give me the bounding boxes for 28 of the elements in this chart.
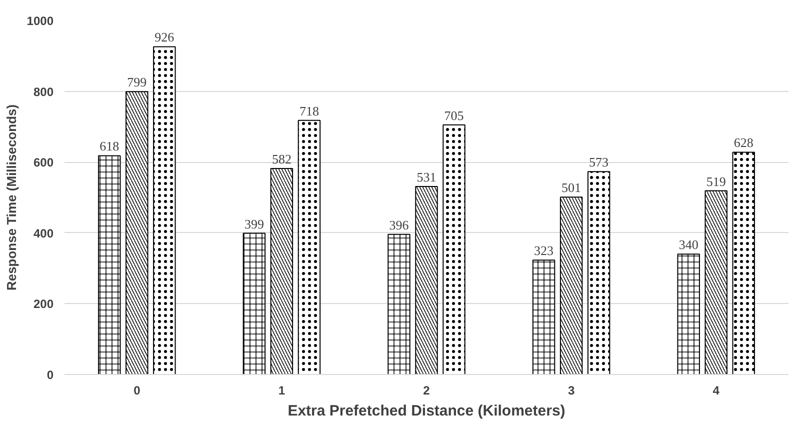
- y-tick-label: 800: [33, 84, 54, 99]
- x-tick-label: 0: [134, 384, 141, 398]
- y-tick-label: 400: [33, 226, 54, 240]
- data-label: 340: [678, 237, 698, 252]
- data-label: 618: [100, 138, 120, 154]
- data-label: 399: [244, 216, 264, 232]
- x-tick-label: 4: [712, 384, 720, 398]
- x-axis-title: Extra Prefetched Distance (Kilometers): [288, 402, 566, 420]
- x-tick-label: 3: [568, 384, 575, 398]
- y-axis-title: Response Time (Milliseconds): [4, 104, 19, 291]
- data-label: 323: [534, 243, 554, 258]
- data-label: 519: [706, 174, 726, 189]
- y-tick-label: 1000: [26, 14, 54, 28]
- data-label: 628: [734, 135, 754, 150]
- data-label: 582: [272, 151, 292, 166]
- data-label: 705: [444, 108, 464, 123]
- data-label: 799: [127, 74, 147, 90]
- y-tick-label: 200: [33, 297, 54, 312]
- x-tick-label: 2: [423, 384, 430, 398]
- y-tick-label: 600: [33, 156, 54, 170]
- data-label: 718: [299, 103, 319, 118]
- y-tick-label: 0: [46, 368, 54, 382]
- data-label: 501: [562, 180, 582, 196]
- data-label: 531: [416, 170, 436, 185]
- data-label: 926: [154, 30, 175, 45]
- data-label: 573: [589, 154, 609, 170]
- x-tick-label: 1: [278, 384, 286, 398]
- data-label: 396: [389, 217, 410, 232]
